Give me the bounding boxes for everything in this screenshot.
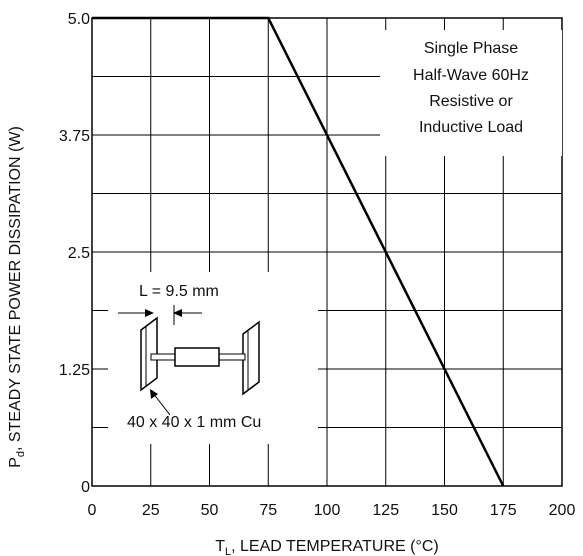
annotation-line-4: Inductive Load bbox=[419, 119, 523, 136]
annotation-line-3: Resistive or bbox=[429, 93, 513, 110]
dimension-arrow-right bbox=[173, 309, 182, 317]
series-group bbox=[92, 16, 505, 487]
y-tick-label: 3.75 bbox=[59, 128, 90, 145]
right-lead bbox=[218, 353, 246, 361]
plot-border bbox=[91, 17, 563, 487]
x-tick-label: 175 bbox=[490, 502, 517, 519]
dimension-arrow-left bbox=[145, 309, 154, 317]
x-tick-label: 75 bbox=[259, 502, 277, 519]
right-copper-plate bbox=[242, 320, 260, 396]
inset-copper-label: 40 x 40 x 1 mm Cu bbox=[127, 414, 261, 431]
left-lead bbox=[150, 353, 176, 361]
x-tick-label: 150 bbox=[431, 502, 458, 519]
y-tick-label: 1.25 bbox=[59, 362, 90, 379]
x-tick-labels: 0 25 50 75 100 125 150 175 200 bbox=[88, 502, 576, 519]
y-axis-label: Pd, STEADY STATE POWER DISSIPATION (W) bbox=[7, 126, 27, 468]
copper-leader-arrow bbox=[150, 389, 158, 399]
y-tick-label: 0 bbox=[81, 479, 90, 496]
y-tick-labels: 0 1.25 2.5 3.75 5.0 bbox=[59, 11, 90, 496]
annotation-box bbox=[380, 30, 562, 156]
annotation-line-2: Half-Wave 60Hz bbox=[413, 67, 529, 84]
annotation-line-1: Single Phase bbox=[424, 40, 518, 57]
y-tick-label: 2.5 bbox=[68, 245, 90, 262]
diode-body bbox=[174, 347, 220, 367]
x-axis-label: TL, LEAD TEMPERATURE (°C) bbox=[215, 538, 439, 556]
left-copper-plate bbox=[140, 316, 158, 392]
inset-dimension-label: L = 9.5 mm bbox=[139, 283, 219, 300]
x-tick-label: 50 bbox=[201, 502, 219, 519]
x-tick-label: 125 bbox=[372, 502, 399, 519]
copper-leader-line bbox=[152, 392, 171, 416]
y-tick-label: 5.0 bbox=[68, 11, 90, 28]
plot-frame bbox=[91, 17, 563, 487]
x-tick-label: 0 bbox=[88, 502, 97, 519]
x-tick-label: 25 bbox=[142, 502, 160, 519]
mounting-inset: L = 9.5 mm 40 x 40 x 1 mm Cu bbox=[108, 272, 318, 444]
derating-curve bbox=[92, 16, 505, 487]
x-tick-label: 100 bbox=[314, 502, 341, 519]
x-tick-label: 200 bbox=[549, 502, 576, 519]
